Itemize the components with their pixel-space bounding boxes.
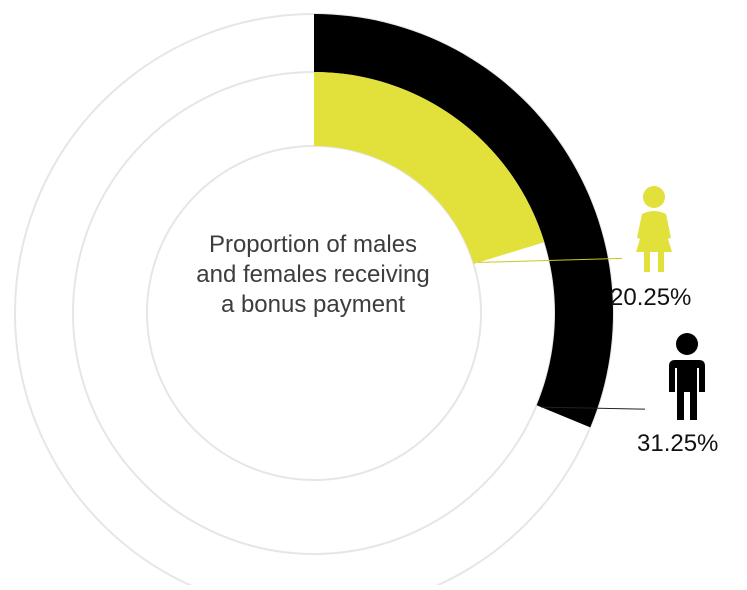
female-bar <box>314 72 545 264</box>
chart-title-line-3: a bonus payment <box>220 291 406 318</box>
female-figure-icon <box>636 186 672 272</box>
chart-title-line-1: Proportion of males <box>208 231 418 258</box>
male-figure-icon <box>669 333 705 420</box>
female-percentage-label: 20.25% <box>610 284 692 311</box>
male-percentage-label: 31.25% <box>637 430 719 457</box>
male-bar <box>314 14 613 428</box>
female-leader-line <box>478 257 623 263</box>
chart-title: Proportion of males and females receivin… <box>163 230 463 320</box>
male-leader-line <box>541 406 646 410</box>
chart-title-line-2: and females receiving <box>196 261 430 288</box>
